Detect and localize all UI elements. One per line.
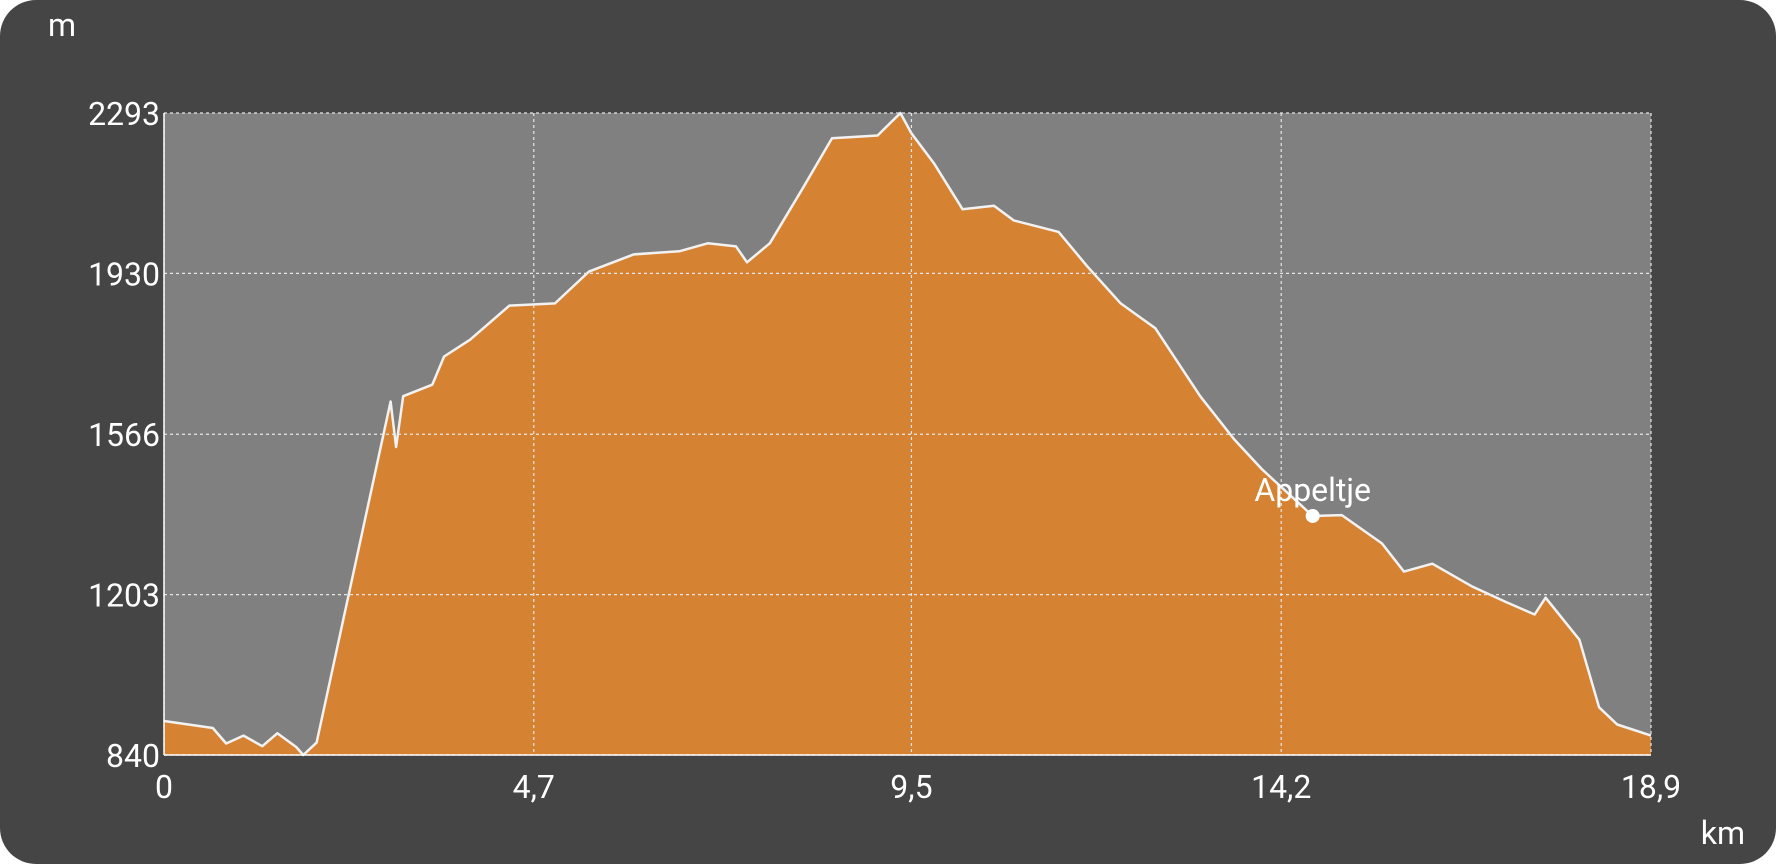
y-tick-label: 1566 xyxy=(88,416,160,454)
x-tick-label: 14,2 xyxy=(1251,768,1311,806)
waypoint-marker xyxy=(1305,508,1320,523)
y-tick-label: 2293 xyxy=(88,95,160,133)
waypoint-label: Appeltje xyxy=(1254,471,1371,509)
x-tick-label: 18,9 xyxy=(1621,768,1681,806)
y-tick-label: 1203 xyxy=(88,577,160,615)
y-unit: m xyxy=(48,6,76,44)
elevation-area xyxy=(164,113,1651,755)
x-unit: km xyxy=(1701,814,1745,852)
x-tick-label: 4,7 xyxy=(513,768,555,806)
y-tick-label: 1930 xyxy=(88,255,160,293)
elevation-line xyxy=(163,111,1652,757)
x-tick-label: 9,5 xyxy=(890,768,932,806)
x-tick-label: 0 xyxy=(155,768,173,806)
y-tick-label: 840 xyxy=(106,737,160,775)
